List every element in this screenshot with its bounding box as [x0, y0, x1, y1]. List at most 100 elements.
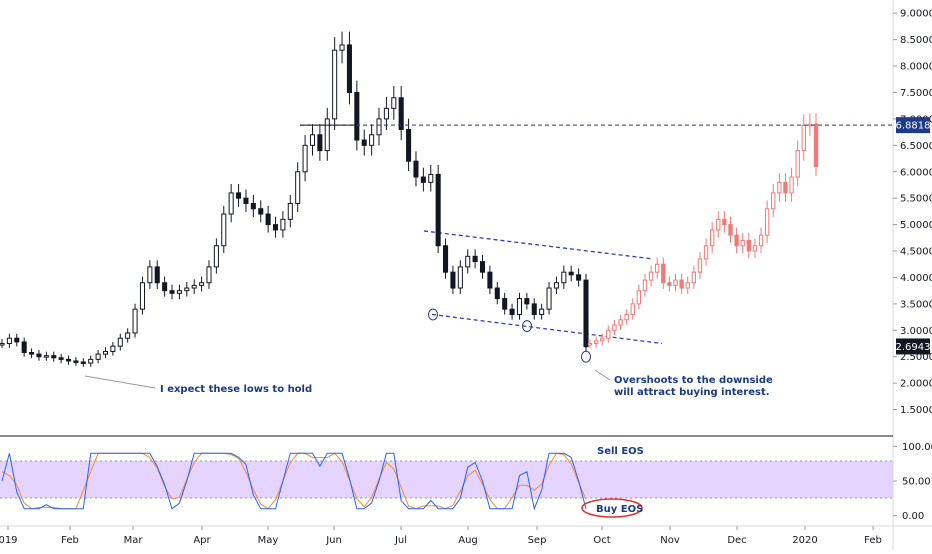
actual-candle	[14, 337, 20, 343]
projected-candle	[587, 343, 593, 346]
current-price-badge: 2.6943	[896, 338, 931, 355]
projected-candle	[752, 245, 758, 252]
actual-candle	[524, 298, 530, 305]
actual-candle	[280, 218, 286, 231]
projected-candle	[728, 224, 733, 236]
channel-lower-line	[431, 313, 663, 345]
projected-candle	[764, 208, 770, 236]
x-tick-label: Mar	[124, 535, 144, 546]
y-tick-label: 7.5000	[900, 88, 932, 99]
channel-upper-line	[423, 230, 654, 260]
y-axis-ticks: 9.00008.50008.00007.50007.00006.50006.00…	[893, 9, 932, 416]
actual-candle	[472, 255, 478, 263]
actual-candle	[295, 171, 301, 204]
actual-candle	[58, 357, 64, 360]
actual-candle	[309, 134, 316, 146]
actual-candle	[73, 360, 79, 363]
projected-candle	[697, 258, 703, 273]
projected-candle	[636, 290, 642, 305]
annotation-pointer-left	[84, 375, 156, 389]
osc-tick-label: 100.00	[902, 442, 932, 453]
actual-candle	[561, 271, 567, 284]
candle-layer	[0, 31, 589, 367]
actual-candle	[302, 144, 308, 173]
y-tick-label: 1.5000	[900, 405, 932, 416]
actual-candle	[583, 279, 589, 348]
y-tick-label: 5.5000	[900, 194, 932, 205]
x-axis-ticks: 019 Feb Mar Apr May Jun Jul Aug Sep Oct Nov Dec 2020…	[0, 526, 882, 546]
actual-candle	[457, 266, 463, 289]
actual-candle	[147, 266, 153, 284]
y-tick-label: 8.5000	[900, 35, 932, 46]
actual-candle	[132, 308, 138, 334]
oscillator-band	[0, 461, 893, 498]
actual-candle	[110, 345, 116, 352]
projected-candle	[612, 324, 617, 331]
actual-candle	[36, 353, 42, 358]
actual-candle	[162, 282, 168, 292]
actual-candle	[479, 261, 486, 273]
actual-candle	[243, 197, 249, 204]
low-marker	[428, 308, 438, 321]
actual-candle	[383, 107, 389, 120]
projected-candle	[667, 282, 672, 286]
projected-candle	[648, 271, 654, 281]
projected-candle	[703, 245, 709, 260]
actual-candle	[0, 343, 5, 346]
projected-candle	[673, 279, 678, 286]
y-tick-label: 5.0000	[900, 220, 932, 231]
buy-label: Buy EOS	[596, 504, 643, 515]
actual-candle	[443, 245, 449, 273]
projected-candle	[746, 239, 751, 252]
actual-candle	[191, 284, 197, 289]
y-tick-label: 2.5000	[900, 352, 932, 363]
y-tick-label: 6.0000	[900, 167, 932, 178]
actual-candle	[154, 266, 160, 284]
projected-candle	[734, 234, 739, 247]
projected-candle	[801, 124, 806, 152]
y-tick-label: 6.5000	[900, 141, 932, 152]
projected-candle	[606, 329, 611, 339]
actual-candle	[199, 282, 205, 286]
channel-layer	[423, 230, 663, 345]
actual-candle	[406, 128, 412, 162]
actual-candle	[43, 355, 49, 358]
actual-candle	[206, 266, 212, 284]
actual-candle	[213, 245, 219, 268]
oscillator-k-line	[1, 452, 587, 511]
projected-candle	[716, 218, 721, 231]
actual-candle	[228, 192, 234, 215]
actual-candle	[125, 332, 131, 339]
actual-candle	[184, 287, 190, 292]
actual-candle	[553, 282, 559, 289]
actual-candle	[139, 282, 145, 310]
actual-candle	[346, 44, 352, 93]
x-tick-label: Feb	[864, 535, 882, 546]
x-tick-label: Dec	[727, 535, 746, 546]
actual-candle	[95, 353, 101, 360]
current-price-label: 2.6943	[896, 342, 931, 353]
actual-candle	[576, 274, 582, 281]
x-tick-label: Nov	[660, 535, 680, 546]
projected-candle	[709, 229, 715, 247]
x-tick-label: Feb	[61, 535, 79, 546]
actual-candle	[29, 351, 35, 355]
projected-candle	[630, 303, 635, 315]
y-tick-label: 2.0000	[900, 379, 932, 390]
x-tick-label: Aug	[458, 535, 478, 546]
y-tick-label: 4.0000	[900, 273, 932, 284]
projected-candle	[618, 319, 623, 326]
actual-candle	[117, 337, 123, 347]
actual-candle	[265, 213, 271, 226]
actual-candle	[413, 160, 419, 178]
projected-candle	[758, 234, 764, 247]
actual-candle	[391, 97, 397, 109]
actual-candle	[6, 337, 12, 345]
actual-candle	[398, 97, 404, 130]
projected-candle	[685, 282, 690, 289]
annotation-overshoot-line2: will attract buying interest.	[614, 387, 770, 398]
target-price-label: 6.8818	[896, 121, 931, 132]
actual-candle	[502, 298, 508, 310]
actual-candle	[332, 49, 338, 120]
